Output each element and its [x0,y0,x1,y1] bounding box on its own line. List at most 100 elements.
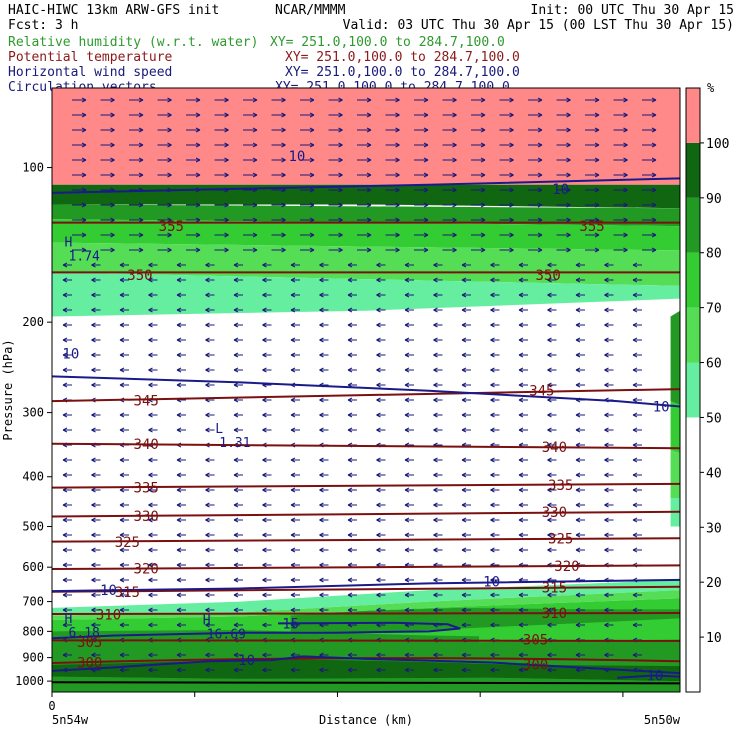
wind-vector [205,532,215,538]
wind-vector [205,427,215,433]
wind-vector [490,307,500,313]
wind-vector [243,157,258,163]
wind-vector [205,277,215,283]
wind-vector [575,322,585,328]
wind-vector [376,262,386,268]
wind-vector [91,592,101,598]
wind-vector [575,427,585,433]
wind-vector [233,412,243,418]
wind-vector [148,532,158,538]
wind-vector [490,487,500,493]
wind-vector [271,172,286,178]
wind-vector [547,502,557,508]
wind-speed-label: 10 [288,149,305,165]
wind-vector [518,427,528,433]
theta-label: 310 [542,606,567,622]
wind-vector [404,577,414,583]
wind-vector [290,277,300,283]
wind-vector [461,607,471,613]
wind-vector [129,127,144,133]
wind-vector [347,577,357,583]
rh-band-low-80c [52,676,680,692]
wind-vector [205,457,215,463]
wind-vector [518,292,528,298]
wind-vector [347,427,357,433]
wind-vector [119,652,129,658]
wind-vector [62,382,72,388]
wind-vector [186,232,201,238]
wind-vector [547,337,557,343]
wind-vector [319,352,329,358]
wind-vector [205,667,215,673]
wind-vector [91,607,101,613]
wind-vector [176,382,186,388]
wind-vector [604,472,614,478]
theta-contour-335 [51,482,681,489]
wind-vector [585,112,600,118]
wind-vector [518,397,528,403]
wind-vector [385,202,400,208]
wind-vector [414,187,429,193]
wind-vector [271,247,286,253]
wind-vector [262,517,272,523]
wind-vector [528,202,543,208]
wind-vector [547,547,557,553]
wind-vector [347,652,357,658]
wind-vector [499,172,514,178]
wind-vector [328,127,343,133]
wind-vectors [62,97,657,673]
wind-vector [461,427,471,433]
field-xy-wind: XY= 251.0,100.0 to 284.7,100.0 [285,65,520,80]
wind-vector [499,247,514,253]
wind-vector [262,487,272,493]
wind-vector [347,367,357,373]
wind-vector [62,457,72,463]
theta-contour-315 [51,585,681,593]
wind-vector [262,322,272,328]
theta-label: 330 [542,505,567,521]
wind-vector [233,652,243,658]
wind-vector [376,502,386,508]
wind-vector [376,382,386,388]
x-axis-start-tick: 0 [48,699,55,713]
wind-vector [214,127,229,133]
theta-label: 300 [77,656,102,672]
wind-vector [404,502,414,508]
wind-vector [632,472,642,478]
wind-vector [290,427,300,433]
wind-vector [632,517,642,523]
wind-vector [119,337,129,343]
wind-vector [490,667,500,673]
wind-vector [319,337,329,343]
wind-vector [471,247,486,253]
wind-vector [119,547,129,553]
x-axis [51,692,624,697]
wind-vector [300,172,315,178]
wind-vector [262,532,272,538]
wind-vector [433,667,443,673]
wind-vector [604,352,614,358]
wind-vector [461,517,471,523]
wind-vector [385,247,400,253]
wind-vector [205,502,215,508]
wind-vector [499,97,514,103]
wind-vector [319,502,329,508]
wind-vector [233,457,243,463]
wind-vector [119,622,129,628]
wind-vector [461,577,471,583]
wind-vector [290,337,300,343]
wind-vector [100,232,115,238]
wind-vector [404,667,414,673]
wind-vector [556,127,571,133]
wind-speed-label: 15 [282,616,299,632]
wind-vector [547,292,557,298]
wind-speed-label: 10 [238,653,255,669]
wind-vector [613,112,628,118]
wind-vector [547,367,557,373]
wind-vector [518,547,528,553]
wind-vector [176,562,186,568]
wind-vector [347,337,357,343]
wind-vector [290,367,300,373]
rh-band-low-60 [52,590,680,620]
wind-vector [404,532,414,538]
